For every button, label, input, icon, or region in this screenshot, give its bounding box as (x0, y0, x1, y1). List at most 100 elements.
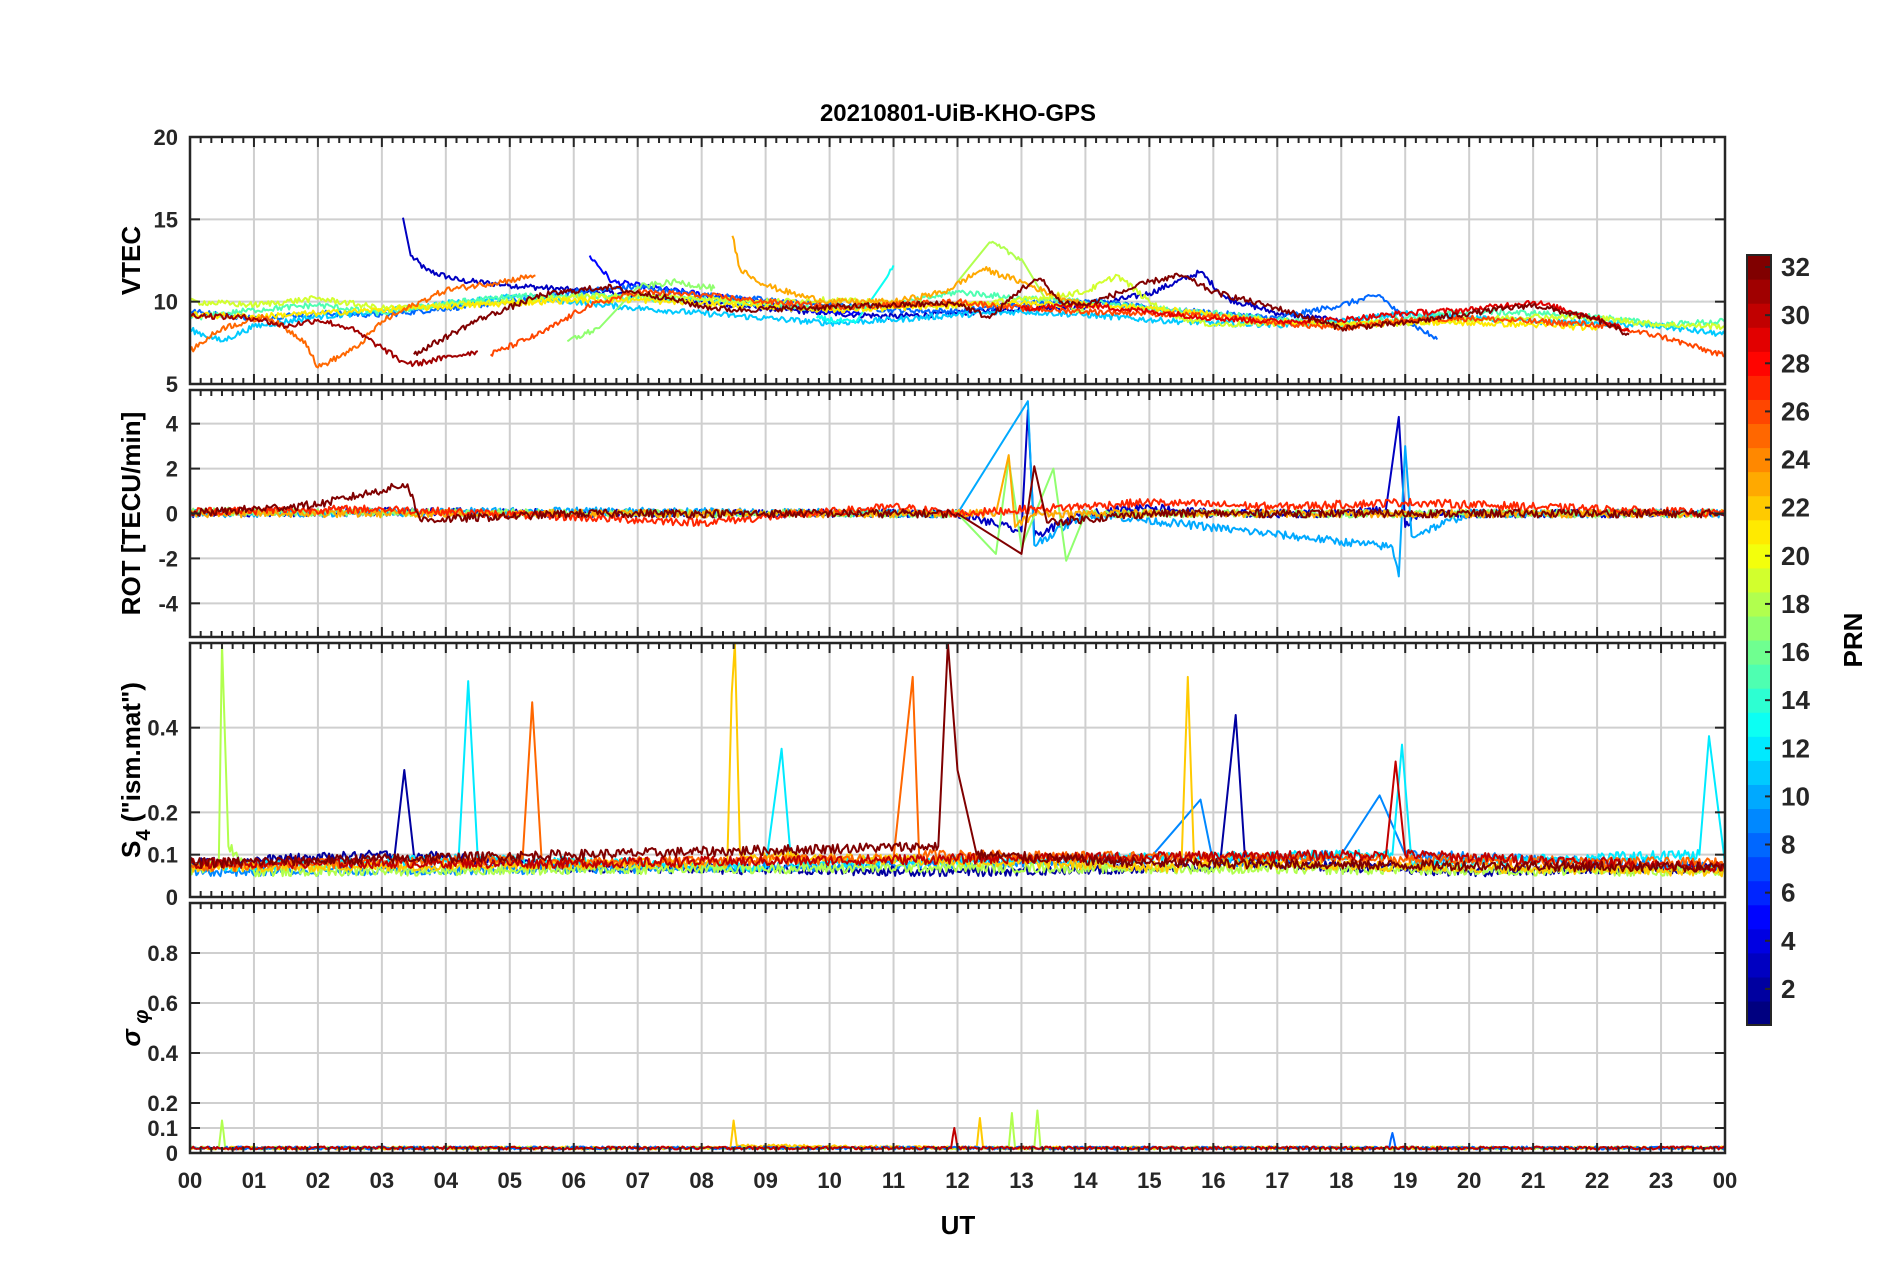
y-axis-label: σ φ (116, 1010, 153, 1047)
series-prn-17 (566, 278, 716, 343)
x-tick-label: 14 (1073, 1168, 1098, 1193)
series-prn-31 (190, 312, 479, 368)
y-tick-label: 5 (166, 372, 178, 397)
y-tick-label: 4 (166, 412, 179, 437)
x-tick-label: 16 (1201, 1168, 1225, 1193)
y-tick-label: -2 (158, 546, 178, 571)
x-tick-label: 05 (498, 1168, 522, 1193)
y-tick-label: 10 (154, 290, 178, 315)
series-prn-21 (190, 296, 1598, 331)
colorbar-bin (1747, 1000, 1771, 1026)
colorbar-tick-label: 10 (1781, 781, 1810, 811)
colorbar-tick-label: 28 (1781, 348, 1810, 378)
x-tick-label: 09 (753, 1168, 777, 1193)
x-tick-label: 21 (1521, 1168, 1545, 1193)
y-axis-label: S4 ("ism.mat") (116, 682, 155, 858)
series-prn-32 (190, 643, 1725, 873)
colorbar-bin (1747, 519, 1771, 545)
series-prn-26 (489, 288, 1725, 358)
colorbar-bin (1747, 712, 1771, 737)
x-tick-label: 11 (882, 1168, 905, 1193)
series-prn-32 (413, 272, 1630, 356)
x-tick-label: 02 (306, 1168, 330, 1193)
colorbar-bin (1747, 471, 1771, 497)
y-tick-label: 0.1 (147, 843, 178, 868)
y-tick-label: 0.4 (147, 716, 178, 741)
y-tick-label: 0.4 (147, 1041, 178, 1066)
y-axis-label: VTEC (116, 226, 146, 296)
colorbar-frame (1746, 254, 1772, 1026)
y-tick-label: 2 (166, 457, 178, 482)
colorbar-tick-label: 2 (1781, 974, 1795, 1004)
series-prn-32 (190, 465, 1725, 555)
y-tick-label: 20 (154, 125, 178, 150)
colorbar-tick-label: 8 (1781, 830, 1795, 860)
y-tick-label: 0 (166, 1141, 178, 1166)
y-tick-label: -4 (158, 591, 178, 616)
colorbar-bin (1747, 375, 1771, 400)
colorbar-tick-label: 6 (1781, 878, 1795, 908)
series-prn-23 (731, 235, 1087, 308)
series-prn-3 (402, 217, 1342, 324)
x-tick-label: 00 (1713, 1168, 1737, 1193)
x-tick-label: 10 (817, 1168, 841, 1193)
x-tick-label: 20 (1457, 1168, 1481, 1193)
x-tick-label: 18 (1329, 1168, 1353, 1193)
y-tick-label: 15 (154, 207, 178, 232)
series-prn-30 (190, 760, 1725, 873)
colorbar-tick-label: 32 (1781, 252, 1810, 282)
y-tick-label: 0.8 (147, 941, 178, 966)
colorbar-bin (1747, 664, 1771, 689)
x-tick-label: 12 (945, 1168, 969, 1193)
x-axis-label: UT (941, 1210, 976, 1240)
colorbar-bin (1747, 952, 1771, 978)
colorbar-bin (1747, 327, 1771, 352)
colorbar-tick-label: 30 (1781, 300, 1810, 330)
x-tick-label: 01 (242, 1168, 266, 1193)
colorbar-tick-label: 26 (1781, 396, 1810, 426)
colorbar-bin (1747, 904, 1771, 930)
colorbar-tick-label: 12 (1781, 733, 1810, 763)
colorbar-tick-label: 18 (1781, 589, 1810, 619)
colorbar-bin (1747, 856, 1771, 882)
colorbar-tick-label: 16 (1781, 637, 1810, 667)
x-tick-label: 00 (178, 1168, 202, 1193)
y-axis-label: ROT [TECU/min] (116, 412, 146, 616)
colorbar-tick-label: 20 (1781, 541, 1810, 571)
x-tick-label: 15 (1137, 1168, 1161, 1193)
x-tick-label: 06 (562, 1168, 586, 1193)
x-tick-label: 03 (370, 1168, 394, 1193)
x-tick-label: 04 (434, 1168, 459, 1193)
y-tick-label: 0 (166, 502, 178, 527)
x-tick-label: 08 (689, 1168, 713, 1193)
x-tick-label: 22 (1585, 1168, 1609, 1193)
colorbar-bin (1747, 279, 1771, 304)
y-tick-label: 0.1 (147, 1116, 178, 1141)
panel-1: 5 10 15 20 VTEC (116, 125, 1727, 397)
colorbar-label: PRN (1838, 613, 1868, 668)
colorbar-bin (1747, 808, 1771, 834)
figure-title: 20210801-UiB-KHO-GPS (820, 100, 1096, 127)
y-tick-label: 0 (166, 885, 178, 910)
colorbar-tick-label: 24 (1781, 445, 1810, 475)
series-prn-25 (190, 274, 536, 369)
x-tick-label: 19 (1393, 1168, 1417, 1193)
colorbar-tick-label: 22 (1781, 493, 1810, 523)
y-tick-label: 0.6 (147, 991, 178, 1016)
panel-2: -4 -2 0 2 4 ROT [TECU/min] (116, 388, 1727, 639)
y-tick-label: 0.2 (147, 1091, 178, 1116)
colorbar-bin (1747, 760, 1771, 785)
colorbar-bin (1747, 423, 1771, 449)
x-tick-label: 17 (1265, 1168, 1289, 1193)
x-tick-label: 07 (625, 1168, 649, 1193)
colorbar-bin (1747, 615, 1771, 641)
colorbar-tick-label: 14 (1781, 685, 1810, 715)
panel-4: 00.10.2 0.4 0.6 0.8 σ φ (116, 901, 1727, 1166)
x-tick-label: 13 (1009, 1168, 1033, 1193)
y-tick-label: 0.2 (147, 800, 178, 825)
panel-3: 0 0.1 0.2 0.4S4 ("ism.mat") (116, 641, 1727, 910)
colorbar-tick-label: 4 (1781, 926, 1796, 956)
